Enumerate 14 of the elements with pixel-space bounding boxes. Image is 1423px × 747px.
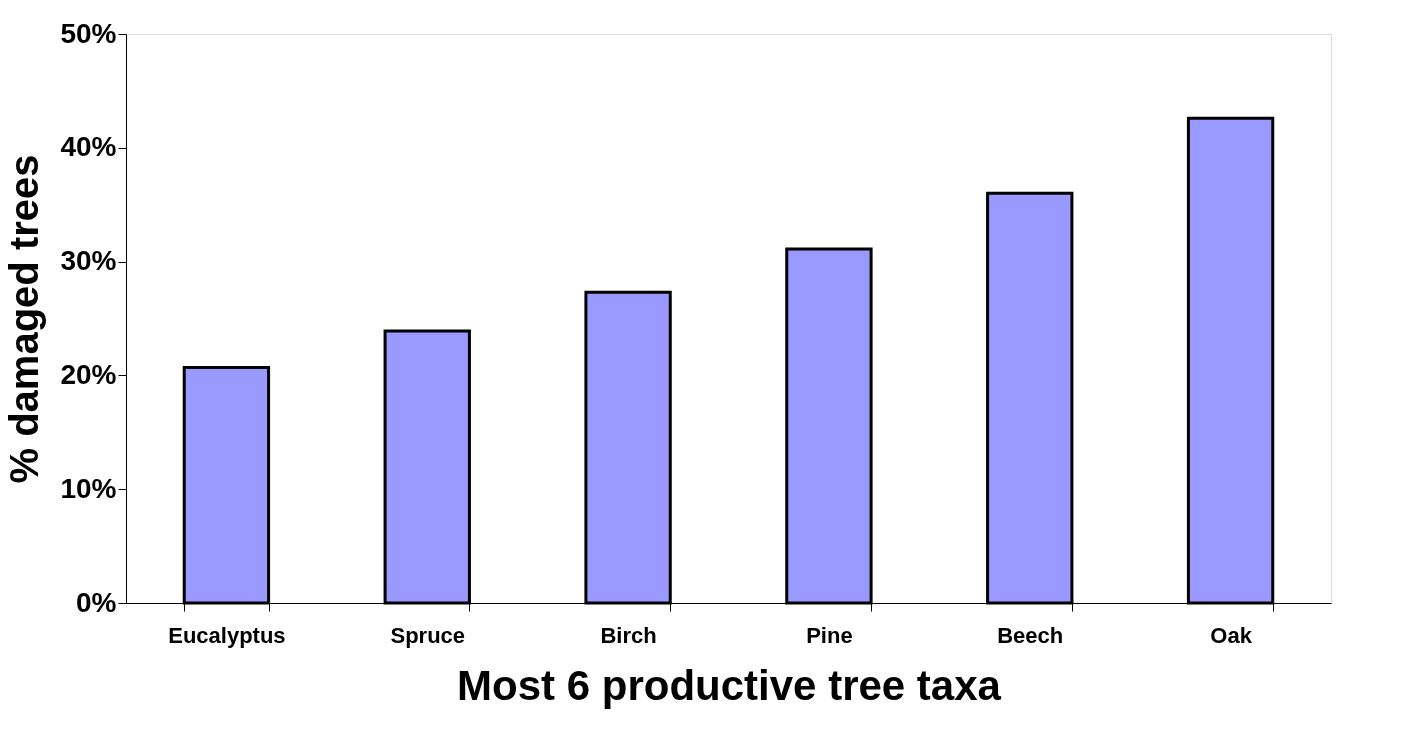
y-tick-label: 0% (76, 586, 117, 618)
x-tick-label: Eucalyptus (168, 622, 286, 648)
y-tick-label: 40% (60, 131, 117, 163)
x-tick-label: Pine (806, 622, 853, 648)
x-tick-label: Birch (600, 622, 657, 648)
x-axis-title: Most 6 productive tree taxa (457, 661, 1002, 709)
y-tick-label: 20% (60, 358, 117, 390)
x-tick-label: Spruce (390, 622, 466, 648)
x-tick-label: Oak (1210, 622, 1253, 648)
x-tick-label: Beech (997, 622, 1064, 648)
y-axis-title: % damaged trees (2, 154, 47, 484)
y-tick-label: 50% (60, 17, 117, 49)
y-tick-label: 30% (60, 245, 117, 277)
y-tick-label: 10% (60, 472, 117, 504)
